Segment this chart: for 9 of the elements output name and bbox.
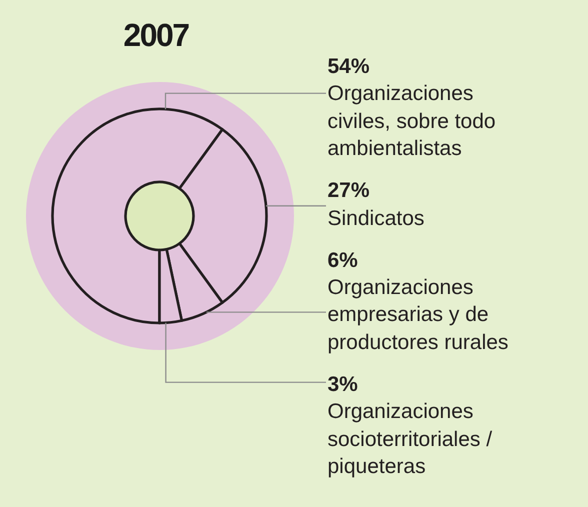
data-label: 3%	[328, 372, 359, 398]
slice-label: Organizaciones socioterritoriales / piqueteras	[328, 399, 494, 480]
data-label: 54%	[328, 54, 371, 80]
chart-title: 2007	[122, 16, 190, 53]
slice-label: Organizaciones empresarias y de productores rurales	[328, 275, 510, 356]
slice-label: Sindicatos	[328, 206, 426, 232]
data-label: 6%	[328, 248, 359, 274]
slice-label: Organizaciones civiles, sobre todo ambientalistas	[328, 81, 497, 162]
data-label: 27%	[328, 178, 371, 204]
